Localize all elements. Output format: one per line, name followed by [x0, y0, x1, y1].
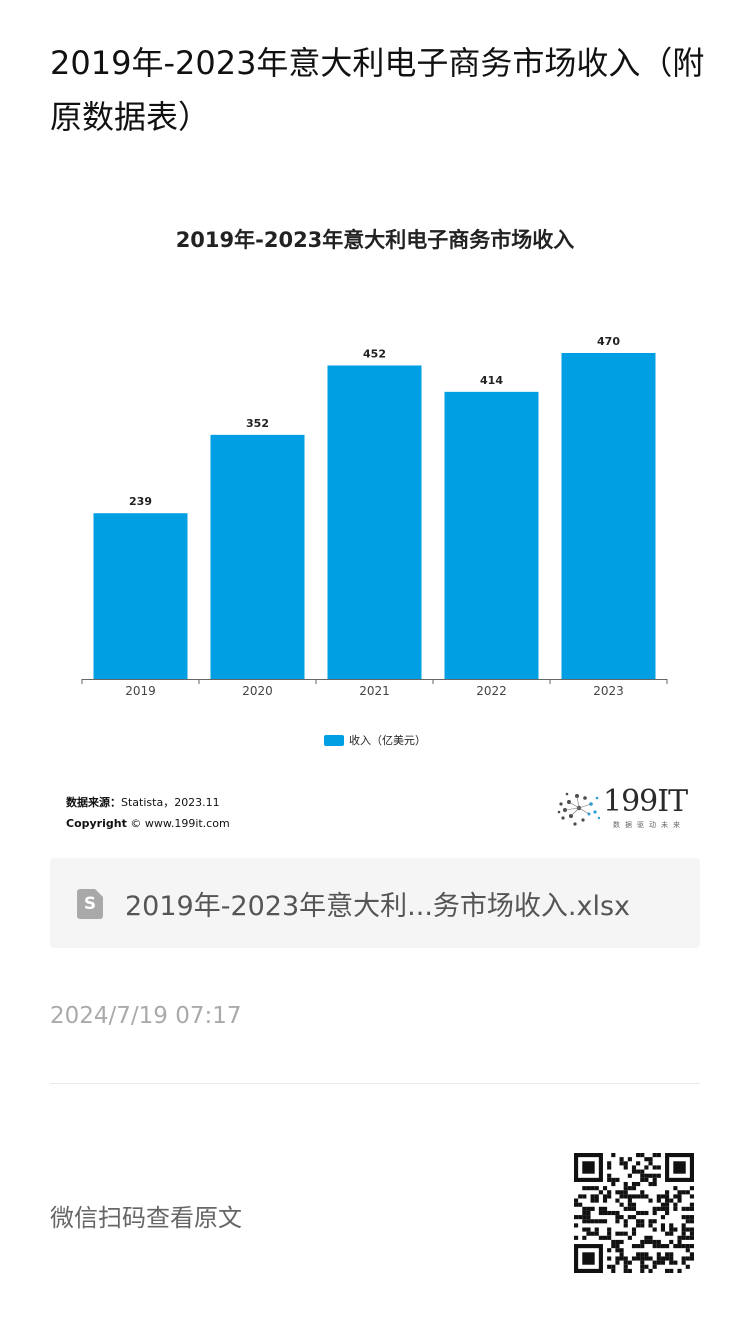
- file-icon-glyph: S: [83, 894, 97, 914]
- x-tick-label-2019: 2019: [125, 684, 156, 698]
- legend-swatch: [324, 734, 344, 746]
- attachment-file-name[interactable]: 2019年-2023年意大利...务市场收入.xlsx: [125, 891, 631, 922]
- x-tick-label-2021: 2021: [359, 684, 390, 698]
- bar-2020: [210, 434, 305, 679]
- chart-image[interactable]: 2019年-2023年意大利电子商务市场收入 239 2019 352 2020 452…: [50, 200, 700, 840]
- qr-code-icon[interactable]: [574, 1153, 694, 1273]
- logo-text: 199IT: [603, 784, 688, 819]
- divider: [50, 1083, 700, 1084]
- data-label-2022: 414: [480, 374, 503, 387]
- bar-2019: [93, 513, 188, 679]
- source-label: 数据来源：: [66, 796, 121, 809]
- source-value: Statista，2023.11: [121, 796, 220, 809]
- chart-source: 数据来源：Statista，2023.11 Copyright © www.19…: [66, 792, 230, 834]
- x-tick-label-2022: 2022: [476, 684, 507, 698]
- publish-timestamp: 2024/7/19 07:17: [50, 1003, 242, 1029]
- article-title: 2019年-2023年意大利电子商务市场收入（附原数据表）: [50, 44, 705, 136]
- scan-to-view-text: 微信扫码查看原文: [50, 1204, 242, 1232]
- chart-legend: 收入（亿美元）: [50, 732, 700, 748]
- logo-tagline: 数据驱动未来: [613, 821, 685, 829]
- bar-2023: [561, 353, 656, 679]
- data-label-2020: 352: [246, 417, 269, 430]
- x-tick-label-2020: 2020: [242, 684, 273, 698]
- legend-label: 收入（亿美元）: [349, 734, 426, 747]
- bar-chart: 239 2019 352 2020 452 2021 414 2022 470 2023: [81, 335, 668, 698]
- data-label-2021: 452: [363, 347, 386, 360]
- data-label-2023: 470: [597, 335, 620, 348]
- bar-2022: [444, 391, 539, 679]
- spreadsheet-file-icon: S: [77, 889, 103, 919]
- dandelion-logo-icon: [557, 792, 601, 826]
- attachment-card[interactable]: S 2019年-2023年意大利...务市场收入.xlsx: [50, 858, 700, 948]
- copyright-value: © www.199it.com: [130, 817, 230, 830]
- x-tick-label-2023: 2023: [593, 684, 624, 698]
- bar-2021: [327, 365, 422, 679]
- chart-title: 2019年-2023年意大利电子商务市场收入: [175, 228, 575, 252]
- copyright-label: Copyright: [66, 817, 127, 830]
- 199it-logo: 199IT 数据驱动未来: [555, 784, 695, 834]
- data-label-2019: 239: [129, 495, 152, 508]
